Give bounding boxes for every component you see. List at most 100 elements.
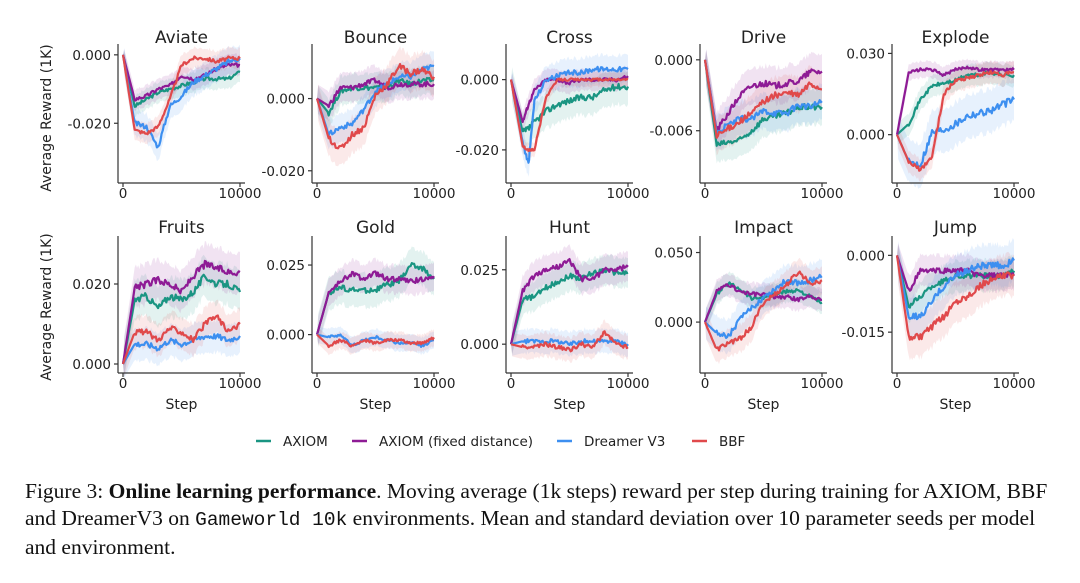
x-tick-label: 10000 <box>801 186 844 202</box>
x-tick-label: 0 <box>507 186 516 202</box>
caption-title: Online learning performance <box>108 479 377 503</box>
series-line-dreamer-v3 <box>122 333 241 365</box>
panel-title: Aviate <box>155 28 208 48</box>
series-line-bbf <box>121 314 241 365</box>
series-line-bbf <box>121 54 241 136</box>
std-band-axiom <box>705 50 822 164</box>
caption-env-name: Gameworld 10k <box>195 509 348 531</box>
series-line-axiom-fixed-distance <box>703 283 823 323</box>
x-tick-label: 0 <box>313 186 322 202</box>
series-line-dreamer-v3 <box>315 64 435 137</box>
y-tick-label: -0.020 <box>455 143 499 159</box>
legend-label: BBF <box>719 434 745 450</box>
std-band-bbf <box>897 60 1014 182</box>
y-tick-label: 0.000 <box>846 128 885 144</box>
std-band-dreamer-v3 <box>511 327 628 358</box>
y-tick-label: 0.000 <box>460 337 499 353</box>
panel-hunt: Hunt 0.025 0.000 0 10000 Step <box>460 218 649 413</box>
y-tick-label: -0.015 <box>841 325 885 341</box>
x-tick-label: 10000 <box>219 376 262 392</box>
std-band-dreamer-v3 <box>123 318 240 378</box>
series-line-bbf <box>316 333 435 349</box>
x-tick-label: 0 <box>893 186 902 202</box>
series-line-axiom-fixed-distance <box>316 77 435 109</box>
series-line-axiom <box>509 79 630 133</box>
std-band-dreamer-v3 <box>897 238 1014 340</box>
series-line-dreamer-v3 <box>895 96 1015 169</box>
y-tick-label: 0.000 <box>654 315 693 331</box>
series-line-dreamer-v3 <box>509 65 629 164</box>
series-line-dreamer-v3 <box>895 255 1015 321</box>
panel-title: Drive <box>741 28 786 48</box>
legend-item-bbf: BBF <box>692 434 745 450</box>
series-line-axiom <box>121 54 241 108</box>
std-band-axiom-fixed-distance <box>897 58 1014 137</box>
x-tick-label: 0 <box>507 376 516 392</box>
y-tick-label: 0.000 <box>654 53 693 69</box>
caption-text-1: . Moving average (1k steps) reward per s… <box>25 479 1048 530</box>
x-tick-label: 0 <box>701 376 710 392</box>
caption-prefix: Figure 3: <box>25 479 109 503</box>
y-tick-label: 0.025 <box>460 263 499 279</box>
y-tick-label: 0.000 <box>460 73 499 89</box>
y-tick-label: -0.006 <box>649 124 693 140</box>
x-axis-label: Step <box>748 397 780 413</box>
series-line-axiom <box>703 59 823 147</box>
x-axis-label: Step <box>940 397 972 413</box>
x-tick-label: 10000 <box>993 186 1036 202</box>
legend-label: AXIOM <box>283 434 328 450</box>
std-band-axiom <box>511 254 628 355</box>
x-axis-label: Step <box>554 397 586 413</box>
series-line-axiom-fixed-distance <box>509 258 629 345</box>
figure-grid: Average Reward (1K) Average Reward (1K) … <box>39 28 1035 450</box>
series-line-dreamer-v3 <box>703 59 823 135</box>
x-tick-label: 10000 <box>413 186 456 202</box>
x-tick-label: 10000 <box>607 186 650 202</box>
y-tick-label: 0.030 <box>846 46 885 62</box>
y-tick-label: 0.025 <box>266 258 305 274</box>
std-band-axiom <box>317 246 434 348</box>
std-band-bbf <box>511 319 628 364</box>
legend-item-axiom: AXIOM <box>256 434 328 450</box>
legend: AXIOM AXIOM (fixed distance) Dreamer V3 BBF <box>256 434 745 450</box>
series-line-axiom-fixed-distance <box>895 255 1015 292</box>
series-line-axiom-fixed-distance <box>703 59 823 133</box>
series-line-dreamer-v3 <box>704 273 823 339</box>
series-line-bbf <box>315 62 435 150</box>
y-tick-label: -0.020 <box>261 164 305 180</box>
legend-label: Dreamer V3 <box>584 434 665 450</box>
series-line-axiom-fixed-distance <box>315 270 435 335</box>
x-tick-label: 10000 <box>801 376 844 392</box>
panel-title: Gold <box>356 218 395 238</box>
y-tick-label: 0.000 <box>266 328 305 344</box>
series-line-bbf <box>703 59 823 139</box>
x-tick-label: 0 <box>119 186 128 202</box>
panel-title: Impact <box>734 218 793 238</box>
figure-caption: Figure 3: Online learning performance. M… <box>25 478 1065 561</box>
legend-item-axiom-fixed-distance: AXIOM (fixed distance) <box>352 434 533 450</box>
std-band-axiom-fixed-distance <box>511 65 628 133</box>
panel-drive: Drive 0.000 -0.006 0 10000 <box>649 28 843 202</box>
std-band-axiom-fixed-distance <box>705 49 822 149</box>
series-line-axiom <box>316 76 435 117</box>
y-tick-label: 0.000 <box>266 92 305 108</box>
panel-explode: Explode 0.030 0.000 0 10000 <box>846 28 1035 202</box>
x-tick-label: 0 <box>119 376 128 392</box>
series-line-bbf <box>510 330 629 353</box>
y-axis-label-row2: Average Reward (1K) <box>39 233 55 381</box>
series-line-bbf <box>703 270 823 352</box>
x-tick-label: 0 <box>313 376 322 392</box>
panel-fruits: Fruits 0.020 0.000 0 10000 Step <box>72 218 261 413</box>
series-line-axiom-fixed-distance <box>121 259 241 365</box>
series-line-bbf <box>509 77 629 153</box>
y-tick-label: 0.000 <box>72 357 111 373</box>
panel-title: Hunt <box>549 218 590 238</box>
std-band-axiom <box>897 60 1014 145</box>
y-tick-label: 0.000 <box>72 48 111 64</box>
panel-aviate: Aviate 0.000 -0.020 0 10000 <box>67 28 261 202</box>
y-tick-label: 0.050 <box>654 246 693 262</box>
panel-title: Jump <box>933 218 977 238</box>
series-line-dreamer-v3 <box>510 338 629 347</box>
series-line-axiom <box>315 262 435 335</box>
x-axis-label: Step <box>166 397 198 413</box>
